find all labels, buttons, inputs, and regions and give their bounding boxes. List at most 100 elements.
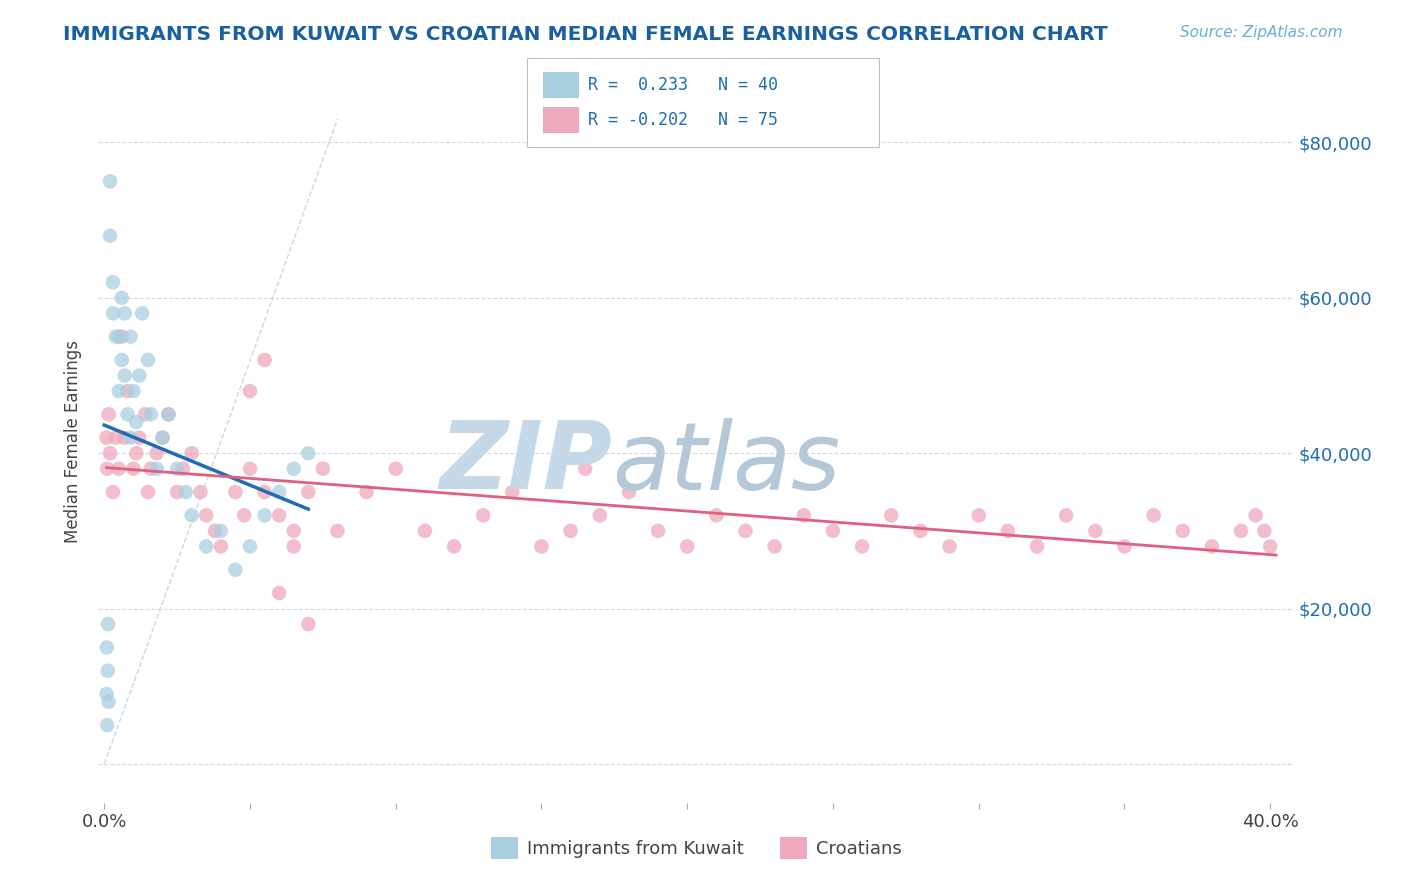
Point	[111, 353, 134, 368]
Point	[97, 408, 120, 422]
Y-axis label: Median Female Earnings: Median Female Earnings	[65, 340, 83, 543]
Point	[125, 446, 148, 460]
Point	[763, 540, 786, 554]
Point	[997, 524, 1019, 538]
Point	[269, 586, 291, 600]
Point	[938, 540, 960, 554]
Point	[120, 329, 142, 343]
Text: ZIP: ZIP	[440, 417, 613, 509]
Point	[443, 540, 465, 554]
Point	[821, 524, 844, 538]
Point	[574, 461, 596, 475]
Point	[239, 384, 262, 398]
Point	[312, 461, 335, 475]
Point	[501, 485, 523, 500]
Point	[253, 508, 276, 523]
Point	[111, 291, 134, 305]
Point	[253, 485, 276, 500]
Point	[297, 617, 319, 632]
Point	[180, 446, 202, 460]
Point	[97, 664, 120, 678]
Point	[96, 431, 118, 445]
Point	[1054, 508, 1077, 523]
Point	[101, 275, 124, 289]
Point	[209, 540, 232, 554]
Point	[472, 508, 495, 523]
Point	[910, 524, 932, 538]
Point	[96, 687, 118, 701]
Point	[297, 485, 319, 500]
Point	[117, 408, 139, 422]
Point	[676, 540, 699, 554]
Point	[851, 540, 873, 554]
Point	[326, 524, 349, 538]
Point	[114, 306, 136, 320]
Point	[157, 408, 180, 422]
Point	[98, 174, 121, 188]
Point	[1230, 524, 1253, 538]
Point	[117, 384, 139, 398]
Point	[98, 228, 121, 243]
Point	[967, 508, 990, 523]
Point	[145, 446, 167, 460]
Point	[224, 563, 246, 577]
Point	[1171, 524, 1194, 538]
Point	[1244, 508, 1267, 523]
Point	[134, 408, 156, 422]
Point	[166, 461, 188, 475]
Point	[617, 485, 640, 500]
Point	[139, 461, 162, 475]
Point	[114, 431, 136, 445]
Point	[195, 508, 218, 523]
Point	[145, 461, 167, 475]
Point	[172, 461, 194, 475]
Point	[793, 508, 815, 523]
Point	[190, 485, 212, 500]
Point	[96, 640, 118, 655]
Point	[880, 508, 903, 523]
Point	[98, 446, 121, 460]
Point	[530, 540, 553, 554]
Point	[1026, 540, 1049, 554]
Point	[108, 461, 131, 475]
Point	[108, 384, 131, 398]
Point	[128, 368, 150, 383]
Point	[108, 329, 131, 343]
Point	[111, 329, 134, 343]
Text: Source: ZipAtlas.com: Source: ZipAtlas.com	[1180, 25, 1343, 40]
Point	[269, 508, 291, 523]
Point	[180, 508, 202, 523]
Point	[104, 431, 127, 445]
Point	[647, 524, 669, 538]
Point	[204, 524, 226, 538]
Text: atlas: atlas	[613, 417, 841, 508]
Point	[174, 485, 197, 500]
Point	[97, 617, 120, 632]
Text: R =  0.233   N = 40: R = 0.233 N = 40	[588, 76, 778, 94]
Point	[233, 508, 256, 523]
Point	[413, 524, 436, 538]
Point	[209, 524, 232, 538]
Point	[152, 431, 174, 445]
Legend: Immigrants from Kuwait, Croatians: Immigrants from Kuwait, Croatians	[484, 830, 908, 866]
Point	[1253, 524, 1275, 538]
Point	[269, 485, 291, 500]
Point	[96, 718, 118, 732]
Point	[131, 306, 153, 320]
Point	[1142, 508, 1164, 523]
Text: R = -0.202   N = 75: R = -0.202 N = 75	[588, 112, 778, 129]
Point	[356, 485, 378, 500]
Text: IMMIGRANTS FROM KUWAIT VS CROATIAN MEDIAN FEMALE EARNINGS CORRELATION CHART: IMMIGRANTS FROM KUWAIT VS CROATIAN MEDIA…	[63, 25, 1108, 44]
Point	[224, 485, 246, 500]
Point	[253, 353, 276, 368]
Point	[114, 368, 136, 383]
Point	[1258, 540, 1281, 554]
Point	[101, 306, 124, 320]
Point	[283, 524, 305, 538]
Point	[122, 461, 145, 475]
Point	[120, 431, 142, 445]
Point	[195, 540, 218, 554]
Point	[104, 329, 127, 343]
Point	[157, 408, 180, 422]
Point	[560, 524, 582, 538]
